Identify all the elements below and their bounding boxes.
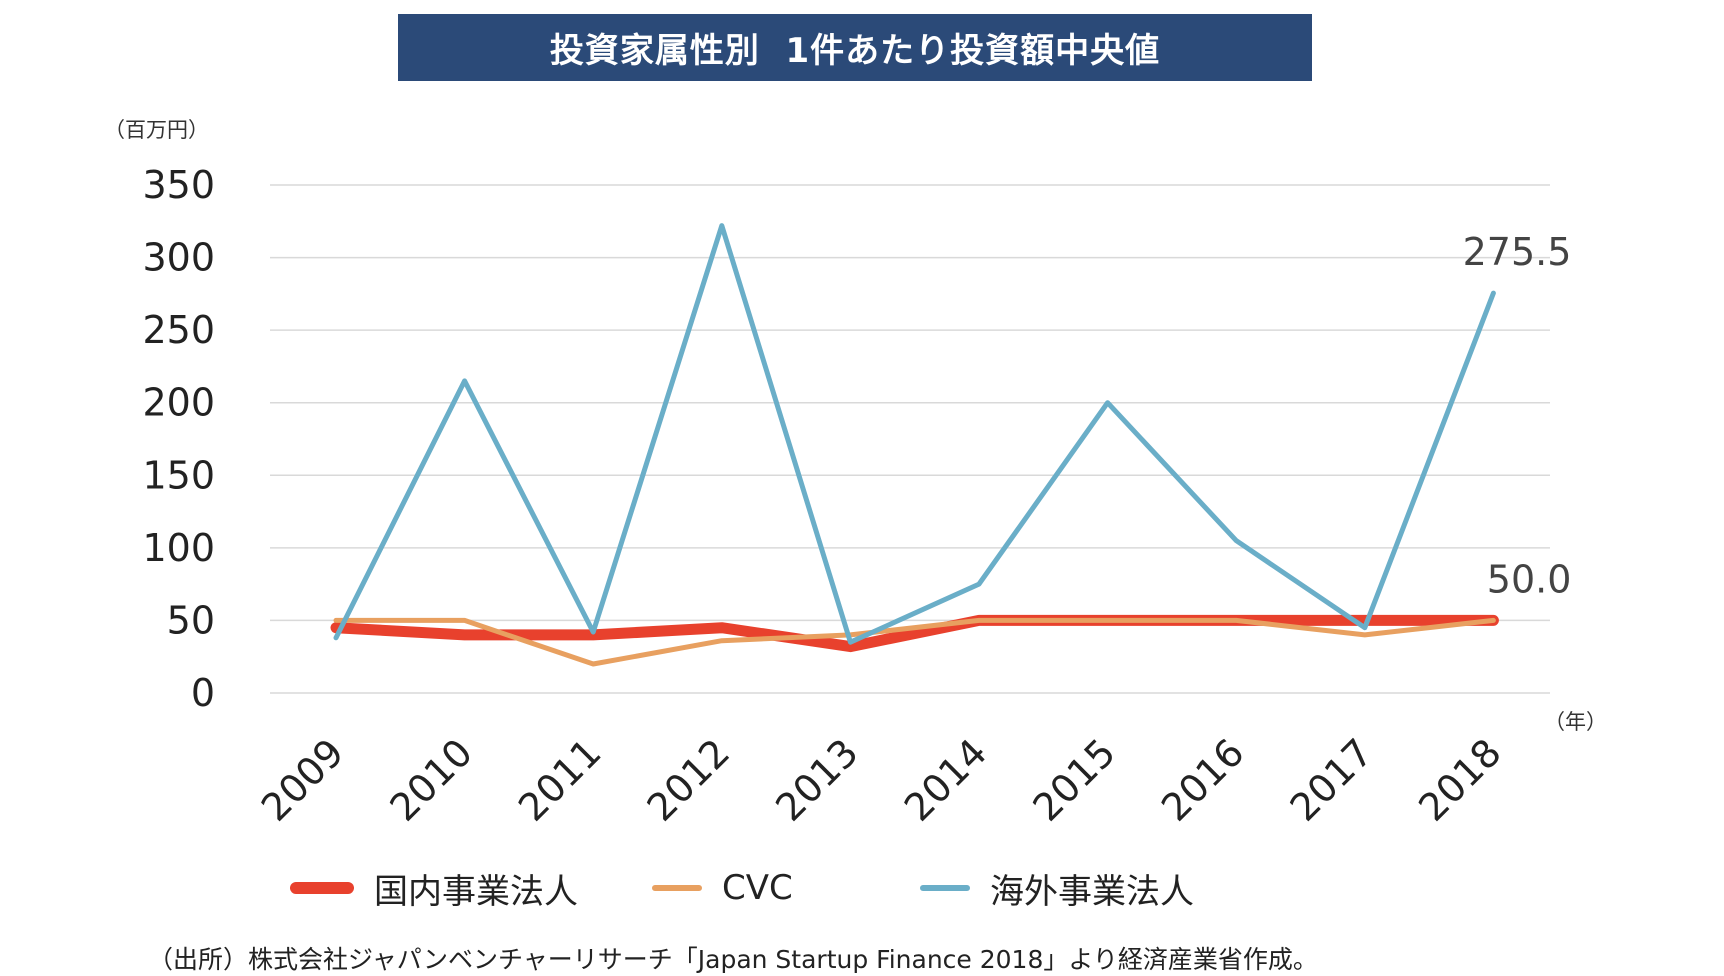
x-tick-label: 2014: [896, 730, 996, 830]
y-tick-label: 100: [142, 526, 215, 570]
y-tick-label: 0: [191, 671, 215, 715]
series-line-overseas: [333, 223, 1496, 645]
x-tick-label: 2011: [510, 730, 610, 830]
legend-swatch-cvc: [652, 885, 702, 891]
x-tick-label: 2010: [381, 730, 481, 830]
series-line-cvc: [333, 617, 1496, 667]
x-tick-label: 2016: [1153, 730, 1253, 830]
legend-swatch-overseas: [920, 885, 970, 891]
data-label: 50.0: [1487, 557, 1572, 601]
series-line-domestic: [330, 614, 1499, 653]
y-tick-label: 350: [142, 163, 215, 207]
y-tick-label: 300: [142, 236, 215, 280]
legend: 国内事業法人 CVC 海外事業法人: [0, 858, 1724, 918]
chart-title-bar: 投資家属性別 1件あたり投資額中央値: [398, 14, 1312, 81]
y-tick-label: 250: [142, 308, 215, 352]
y-tick-label: 50: [167, 598, 215, 642]
x-tick-label: 2017: [1282, 730, 1382, 830]
x-tick-label: 2012: [639, 730, 739, 830]
x-tick-label: 2015: [1024, 730, 1124, 830]
y-axis-unit: （百万円）: [104, 118, 209, 142]
x-axis-unit: （年）: [1544, 710, 1607, 734]
x-tick-label: 2009: [253, 730, 353, 830]
legend-label-domestic: 国内事業法人: [374, 871, 578, 912]
legend-item-domestic: 国内事業法人: [290, 858, 578, 918]
legend-label-overseas: 海外事業法人: [990, 871, 1194, 912]
chart-title: 投資家属性別 1件あたり投資額中央値: [549, 31, 1161, 71]
legend-item-overseas: 海外事業法人: [920, 858, 1194, 918]
y-tick-label: 200: [142, 381, 215, 425]
source-note: （出所）株式会社ジャパンベンチャーリサーチ「Japan Startup Fina…: [148, 945, 1318, 974]
legend-swatch-domestic: [290, 882, 354, 894]
x-tick-label: 2018: [1410, 730, 1510, 830]
legend-item-cvc: CVC: [652, 858, 793, 918]
y-tick-label: 150: [142, 453, 215, 497]
x-tick-label: 2013: [767, 730, 867, 830]
legend-label-cvc: CVC: [722, 868, 793, 908]
data-label: 275.5: [1463, 230, 1572, 274]
